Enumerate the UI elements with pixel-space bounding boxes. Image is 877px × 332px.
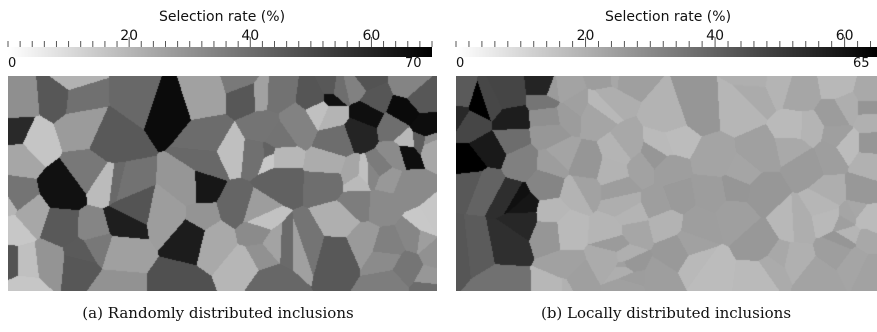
colorbar-tick-label: 20: [577, 28, 595, 44]
colorbar-min-label: 0: [8, 56, 17, 71]
colorbar-tick-label: 40: [241, 28, 259, 44]
caption: (a) Randomly distributed inclusions: [82, 304, 354, 322]
colorbar-gradient: [456, 47, 877, 57]
colorbar-tick-label: 60: [836, 28, 854, 44]
colorbar-title: Selection rate (%): [158, 9, 286, 25]
colorbar-max-label: 70: [405, 56, 422, 71]
colorbar-ticks: 20 40 60: [7, 28, 433, 47]
selection-rate-map: [456, 76, 877, 291]
panel-local: Selection rate (%) 20 40 60 0 65 (b) Local…: [454, 0, 877, 332]
colorbar-tick-label: 60: [363, 28, 381, 44]
colorbar-tick-label: 40: [706, 28, 724, 44]
colorbar-tick-label: 20: [120, 28, 138, 44]
colorbar-max-label: 65: [853, 56, 870, 71]
panel-random: Selection rate (%) 20 40 60 0 70 (a) Rando…: [0, 0, 437, 332]
colorbar-gradient: [8, 47, 432, 57]
colorbar-title: Selection rate (%): [604, 9, 732, 25]
colorbar-min-label: 0: [456, 56, 465, 71]
caption: (b) Locally distributed inclusions: [540, 304, 792, 322]
selection-rate-map: [8, 76, 437, 291]
colorbar-ticks: 20 40 60: [455, 28, 872, 47]
